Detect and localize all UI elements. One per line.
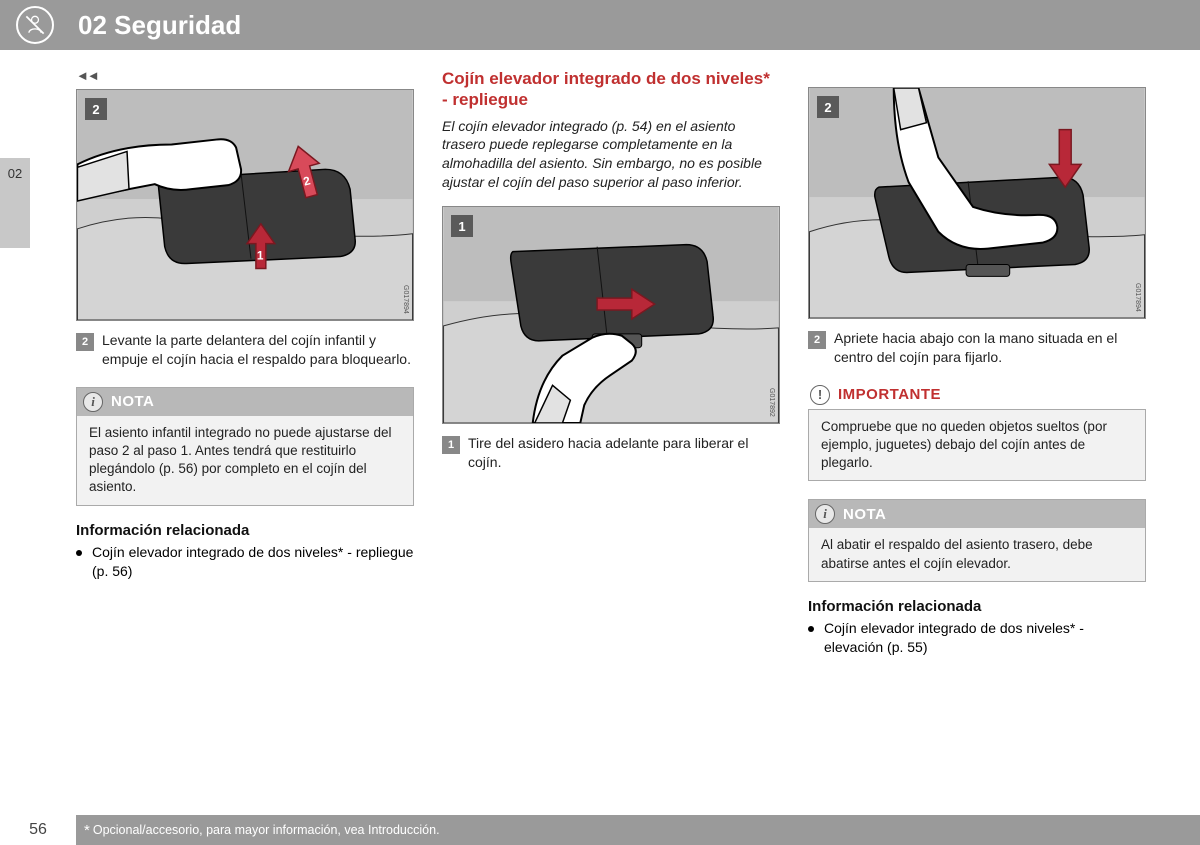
note-box: i NOTA El asiento infantil integrado no … [76, 387, 414, 506]
footer-bar: 56 * Opcional/accesorio, para mayor info… [0, 815, 1200, 845]
figure-seat-release: 1 G017892 [442, 206, 780, 424]
figure-code: G017894 [1134, 283, 1141, 312]
bullet-icon [76, 550, 82, 556]
figure-badge: 2 [817, 96, 839, 118]
continuation-arrows-icon: ◄◄ [76, 68, 414, 83]
note-body: Al abatir el respaldo del asiento traser… [809, 528, 1145, 580]
svg-text:1: 1 [257, 249, 264, 263]
footer-text: Opcional/accesorio, para mayor informaci… [93, 823, 440, 837]
step-number-badge: 1 [442, 436, 460, 454]
important-title: IMPORTANTE [838, 386, 941, 403]
step-number-badge: 2 [76, 333, 94, 351]
step-text: Tire del asidero hacia adelante para lib… [468, 434, 780, 472]
step-text: Apriete hacia abajo con la mano situada … [834, 329, 1146, 367]
content-area: ◄◄ 2 1 [0, 50, 1200, 657]
note-body: El asiento infantil integrado no puede a… [77, 416, 413, 505]
related-heading: Información relacionada [808, 598, 1146, 615]
note-header: i NOTA [809, 500, 1145, 528]
step-row: 2 Apriete hacia abajo con la mano situad… [808, 329, 1146, 367]
info-icon: i [83, 392, 103, 412]
important-header: ! IMPORTANTE [808, 385, 1146, 405]
section-intro: El cojín elevador integrado (p. 54) en e… [442, 117, 780, 193]
figure-code: G017894 [402, 285, 409, 314]
related-text: Cojín elevador integrado de dos niveles*… [824, 619, 1146, 657]
related-item: Cojín elevador integrado de dos niveles*… [808, 619, 1146, 657]
important-body: Compruebe que no queden objetos sueltos … [808, 409, 1146, 482]
figure-badge: 2 [85, 98, 107, 120]
figure-badge: 1 [451, 215, 473, 237]
bullet-icon [808, 626, 814, 632]
seat-illustration-2 [443, 207, 779, 423]
seatbelt-crossed-icon [16, 6, 54, 44]
page-number: 56 [0, 821, 76, 839]
header-bar: 02 Seguridad [0, 0, 1200, 50]
related-item: Cojín elevador integrado de dos niveles*… [76, 543, 414, 581]
column-3: 2 G017894 2 Apriete hacia abajo con la m… [808, 68, 1146, 657]
column-1: ◄◄ 2 1 [76, 68, 414, 657]
step-row: 1 Tire del asidero hacia adelante para l… [442, 434, 780, 472]
column-2: Cojín elevador integrado de dos niveles*… [442, 68, 780, 657]
figure-seat-raise: 2 1 2 G017894 [76, 89, 414, 321]
note-title: NOTA [111, 393, 154, 410]
info-icon: i [815, 504, 835, 524]
chapter-side-tab: 02 [0, 158, 30, 248]
exclamation-icon: ! [810, 385, 830, 405]
related-heading: Información relacionada [76, 522, 414, 539]
note-box: i NOTA Al abatir el respaldo del asiento… [808, 499, 1146, 581]
note-header: i NOTA [77, 388, 413, 416]
related-text: Cojín elevador integrado de dos niveles*… [92, 543, 414, 581]
seat-illustration-1: 2 1 [77, 90, 413, 320]
asterisk-icon: * [84, 822, 90, 839]
step-text: Levante la parte delantera del cojín inf… [102, 331, 414, 369]
step-number-badge: 2 [808, 331, 826, 349]
chapter-title: 02 Seguridad [78, 10, 241, 41]
seat-illustration-3 [809, 88, 1145, 318]
step-row: 2 Levante la parte delantera del cojín i… [76, 331, 414, 369]
figure-seat-press: 2 G017894 [808, 87, 1146, 319]
note-title: NOTA [843, 506, 886, 523]
figure-code: G017892 [768, 388, 775, 417]
footer-note: * Opcional/accesorio, para mayor informa… [76, 815, 1200, 845]
section-title: Cojín elevador integrado de dos niveles*… [442, 68, 780, 111]
